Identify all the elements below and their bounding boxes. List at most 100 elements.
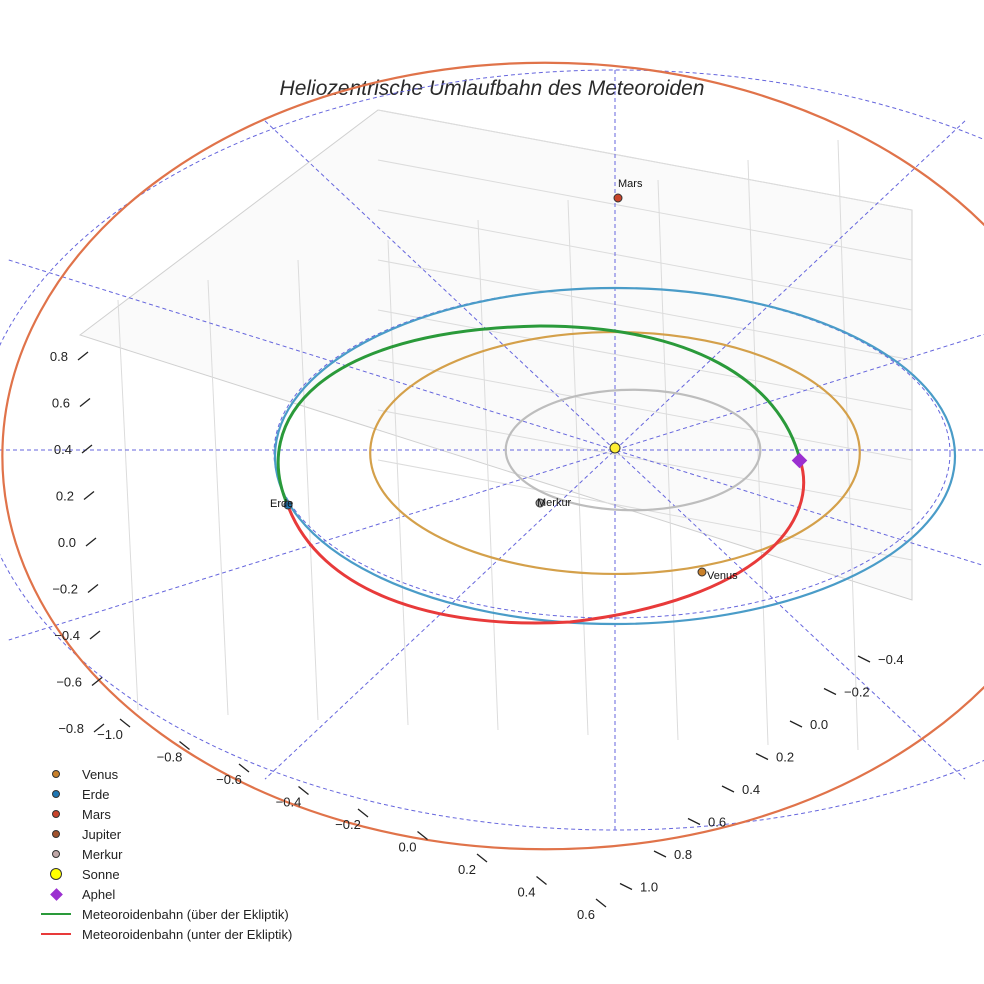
legend-symbol (36, 884, 76, 904)
y-tick-mark (789, 720, 803, 728)
z-tick-label: 0.8 (50, 349, 68, 364)
z-tick-label: 0.6 (52, 396, 70, 411)
legend-item: Meteoroidenbahn (unter der Ekliptik) (36, 924, 292, 944)
y-tick-label: 0.2 (776, 750, 794, 765)
legend-label: Aphel (82, 886, 116, 902)
y-tick-mark (653, 850, 667, 858)
chart-title: Heliozentrische Umlaufbahn des Meteoroid… (280, 77, 705, 100)
legend-symbol (36, 844, 76, 864)
x-tick-label: 0.0 (398, 840, 416, 855)
legend-label: Sonne (82, 866, 120, 882)
z-tick-mark (77, 351, 89, 361)
z-tick-mark (87, 583, 99, 594)
x-tick-label: −0.6 (216, 772, 242, 787)
z-tick-mark (79, 397, 91, 408)
label-mars: Mars (618, 178, 643, 190)
legend-item: Merkur (36, 844, 292, 864)
legend-marker (52, 830, 60, 838)
marker-venus (697, 567, 707, 577)
legend-item: Mars (36, 804, 292, 824)
legend-marker (49, 887, 63, 901)
grid-line (377, 159, 913, 261)
legend-label: Mars (82, 806, 111, 822)
marker-mars (613, 193, 623, 203)
x-tick-label: −0.4 (276, 795, 302, 810)
x-tick-label: −0.8 (157, 750, 183, 765)
legend-marker (50, 868, 62, 880)
x-tick-label: −1.0 (97, 727, 123, 742)
y-tick-mark (823, 687, 837, 696)
y-tick-mark (619, 882, 633, 891)
legend-symbol (36, 864, 76, 884)
x-tick-mark (238, 763, 250, 773)
grid-line (377, 209, 913, 311)
z-tick-label: 0.0 (58, 535, 76, 550)
y-tick-label: 0.8 (674, 847, 692, 862)
legend-marker (52, 810, 60, 818)
legend-item: Erde (36, 784, 292, 804)
legend-label: Venus (82, 766, 119, 782)
axis-walls (78, 109, 913, 601)
grid-lines (117, 109, 913, 751)
marker-erde (283, 500, 293, 510)
marker-sonne (609, 442, 621, 454)
legend-symbol (36, 804, 76, 824)
grid-line (387, 239, 409, 726)
x-tick-mark (536, 875, 547, 886)
grid-line (747, 159, 769, 746)
x-tick-mark (179, 740, 190, 751)
legend-item: Aphel (36, 884, 292, 904)
grid-line (477, 219, 499, 731)
x-tick-label: −0.2 (335, 817, 361, 832)
y-tick-mark (687, 817, 701, 826)
y-tick-label: −0.4 (878, 652, 904, 667)
meteoroid-below-segment (286, 459, 806, 625)
z-tick-mark (89, 630, 101, 640)
z-tick-mark (83, 490, 95, 501)
marker-merkur (535, 498, 545, 508)
x-tick-mark (119, 718, 131, 728)
label-erde: Erde (270, 498, 293, 510)
grid-line (377, 409, 913, 511)
legend-label: Meteoroidenbahn (unter der Ekliptik) (82, 926, 293, 942)
grid-line (207, 279, 229, 716)
legend-item: Venus (36, 764, 292, 784)
ecliptic-spoke (264, 120, 966, 780)
z-tick-label: −0.2 (52, 582, 78, 597)
legend-marker (41, 933, 71, 935)
grid-line (117, 299, 139, 711)
grid-line (377, 359, 913, 461)
legend-symbol (36, 904, 76, 924)
meteoroid-path (276, 324, 806, 625)
legend-item: Meteoroidenbahn (über der Ekliptik) (36, 904, 292, 924)
y-tick-label: 0.0 (810, 717, 828, 732)
y-tick-label: 0.4 (742, 782, 760, 797)
ecliptic-spoke (8, 333, 984, 641)
legend-label: Erde (82, 786, 110, 802)
legend-marker (52, 790, 60, 798)
legend-marker (41, 913, 71, 915)
label-merkur: Merkur (537, 497, 572, 509)
legend-symbol (36, 784, 76, 804)
orbit-merkur (504, 388, 762, 512)
ecliptic-spoke (8, 259, 984, 567)
grid-line (377, 309, 913, 411)
z-tick-mark (93, 723, 105, 733)
back-wall (78, 109, 913, 601)
grid-line (657, 179, 679, 741)
z-tick-label: −0.6 (56, 675, 82, 690)
y-tick-mark (755, 752, 769, 761)
y-tick-label: −0.2 (844, 685, 870, 700)
z-tick-mark (85, 537, 97, 547)
z-tick-label: 0.4 (54, 442, 72, 457)
x-tick-label: 0.6 (577, 907, 595, 922)
legend-item: Sonne (36, 864, 292, 884)
y-tick-label: 0.6 (708, 815, 726, 830)
z-tick-mark (91, 676, 103, 687)
x-tick-label: 0.2 (458, 862, 476, 877)
legend-item: Jupiter (36, 824, 292, 844)
planet-markers: Mars Erde Merkur Venus (270, 178, 808, 582)
x-tick-mark (357, 808, 369, 818)
z-tick-mark (81, 444, 93, 454)
grid-line (297, 259, 319, 721)
